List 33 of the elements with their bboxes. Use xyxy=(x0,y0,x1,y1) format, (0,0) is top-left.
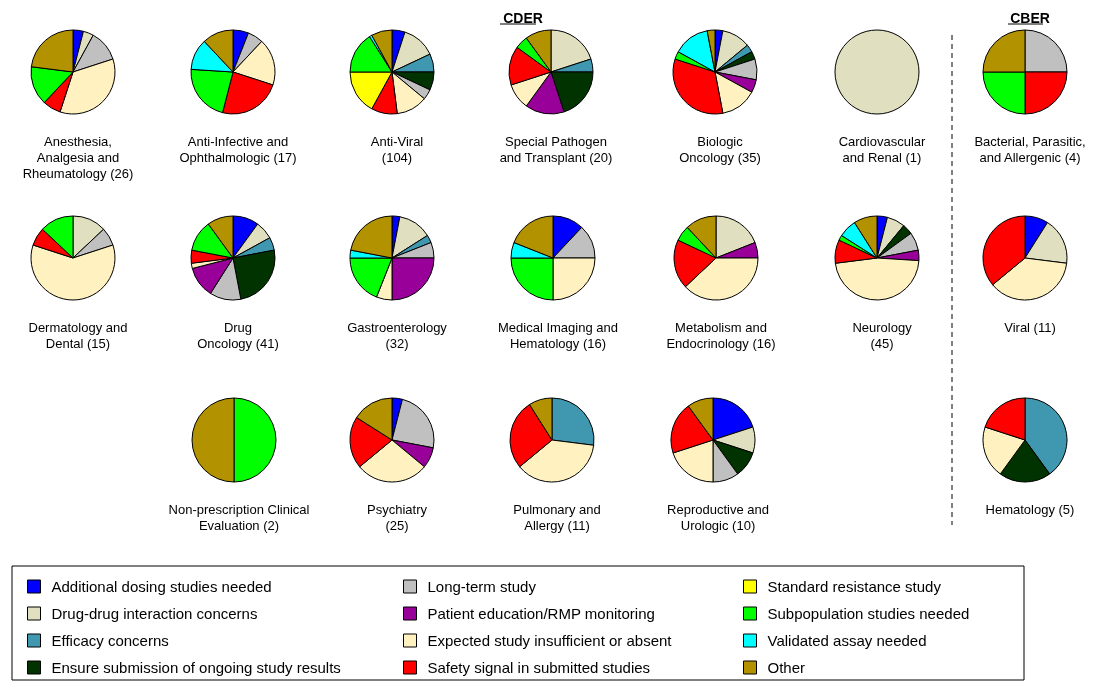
slice-label: Gastroenterology (32) xyxy=(347,319,448,351)
slice-label: Biologic Oncology (35) xyxy=(679,133,761,165)
slice-label: Non-prescription Clinical Evaluation (2) xyxy=(168,501,310,533)
slice-label: Anti-Viral (104) xyxy=(370,133,424,165)
legend-label: Ensure submission of ongoing study results xyxy=(51,659,341,676)
slice-label: Metabolism and Endocrinology (16) xyxy=(666,319,776,351)
text: CDER xyxy=(503,10,543,26)
slice-label: Dermatology and Dental (15) xyxy=(28,319,128,351)
slice-label: Psychiatry (25) xyxy=(367,501,428,533)
legend-label: Efficacy concerns xyxy=(51,632,169,649)
legend-label: Long-term study xyxy=(427,578,537,595)
text: CBER xyxy=(1010,10,1050,26)
slice-label: Anesthesia, Analgesia and Rheumatology (26) xyxy=(22,133,134,181)
legend-label: Patient education/RMP monitoring xyxy=(427,605,655,622)
slice-label: Hematology (5) xyxy=(985,501,1075,517)
slice-label: Reproductive and Urologic (10) xyxy=(667,501,769,533)
legend-label: Safety signal in submitted studies xyxy=(427,659,651,676)
slice-label: Medical Imaging and Hematology (16) xyxy=(498,319,618,351)
slice-label: Viral (11) xyxy=(1004,319,1056,335)
slice-label: Neurology (45) xyxy=(852,319,913,351)
slice-label: Special Pathogen and Transplant (20) xyxy=(499,133,613,165)
slice-label: Anti-Infective and Ophthalmologic (17) xyxy=(179,133,297,165)
slice-label: Bacterial, Parasitic, and Allergenic (4) xyxy=(974,133,1086,165)
slice-label: Drug Oncology (41) xyxy=(197,319,279,351)
legend-label: Standard resistance study xyxy=(767,578,942,595)
legend-label: Expected study insufficient or absent xyxy=(427,632,673,649)
legend-label: Validated assay needed xyxy=(767,632,927,649)
legend-label: Subpopulation studies needed xyxy=(767,605,970,622)
slice-label: Cardiovascular and Renal (1) xyxy=(838,133,927,165)
legend-label: Other xyxy=(767,659,806,676)
legend-label: Drug-drug interaction concerns xyxy=(51,605,258,622)
legend-label: Additional dosing studies needed xyxy=(51,578,272,595)
slice-label: Pulmonary and Allergy (11) xyxy=(513,501,601,533)
